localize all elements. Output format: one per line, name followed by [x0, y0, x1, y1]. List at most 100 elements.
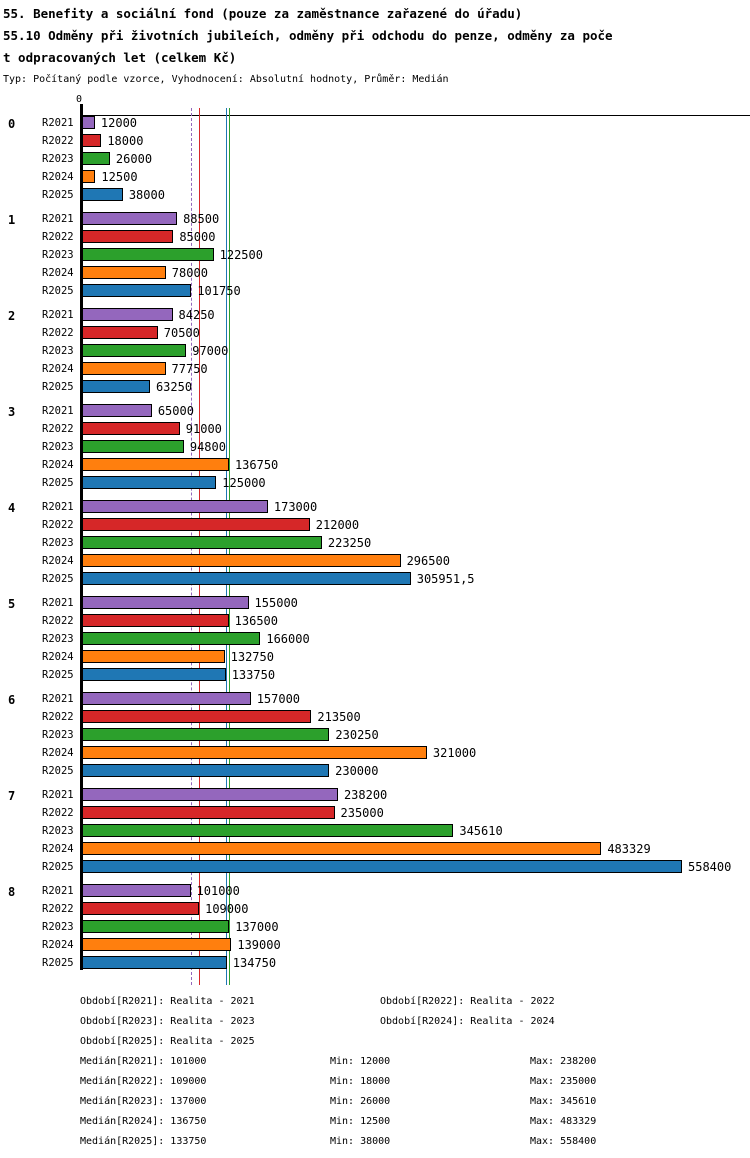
- series-label: R2022: [42, 327, 74, 339]
- series-label: R2022: [42, 807, 74, 819]
- bar-row: R2022 213500: [0, 710, 750, 728]
- bar-value-label: 12500: [101, 170, 138, 184]
- legend: Období[R2021]: Realita - 2021 Období[R20…: [80, 992, 680, 1052]
- series-label: R2023: [42, 441, 74, 453]
- bar-2-R2023: [82, 344, 187, 357]
- series-label: R2024: [42, 939, 74, 951]
- bar-value-label: 321000: [432, 746, 477, 760]
- bar-8-R2024: [82, 938, 232, 951]
- bar-value-label: 166000: [266, 632, 310, 646]
- bar-row: R2025 558400: [0, 860, 750, 878]
- stats-summary: Medián[R2021]: 101000 Min: 12000 Max: 23…: [80, 1052, 596, 1152]
- series-label: R2024: [42, 747, 74, 759]
- bar-row: R2025 63250: [0, 380, 750, 398]
- bar-row: R2025 133750: [0, 668, 750, 686]
- bar-row: R2023 223250: [0, 536, 750, 554]
- bar-8-R2021: [82, 884, 191, 897]
- bar-row: R2023 137000: [0, 920, 750, 938]
- bar-chart: 0 0 R2021 12000 R2022 18000 R2023 26000 R2024 12…: [0, 94, 750, 985]
- bar-value-label: 305951,5: [416, 572, 475, 586]
- series-label: R2021: [42, 693, 74, 705]
- bar-2-R2022: [82, 326, 158, 339]
- bar-value-label: 132750: [230, 650, 274, 664]
- bar-value-label: 134750: [232, 956, 277, 970]
- chart-title-line-3: t odpracovaných let (celkem Kč): [3, 50, 237, 65]
- bar-1-R2024: [82, 266, 166, 279]
- series-label: R2021: [42, 597, 74, 609]
- bar-value-label: 136500: [234, 614, 279, 628]
- series-label: R2025: [42, 477, 74, 489]
- bar-row: R2024 12500: [0, 170, 750, 188]
- stats-row-r2023: Medián[R2023]: 137000 Min: 26000 Max: 34…: [80, 1092, 596, 1112]
- bar-row: R2023 122500: [0, 248, 750, 266]
- series-label: R2021: [42, 501, 74, 513]
- bar-row: R2024 296500: [0, 554, 750, 572]
- bar-value-label: 238200: [343, 788, 388, 802]
- series-label: R2024: [42, 843, 74, 855]
- series-label: R2025: [42, 765, 74, 777]
- bar-row: R2024 132750: [0, 650, 750, 668]
- group-label-4: 4: [8, 501, 16, 515]
- median-value-r2021: Medián[R2021]: 101000: [80, 1056, 207, 1067]
- bar-group-8: 8 R2021 101000 R2022 109000 R2023 137000 R2024 1…: [0, 884, 750, 974]
- bar-row: R2025 38000: [0, 188, 750, 206]
- median-value-r2024: Medián[R2024]: 136750: [80, 1116, 207, 1127]
- bar-8-R2023: [82, 920, 230, 933]
- bar-value-label: 63250: [155, 380, 193, 394]
- legend-item-r2022: Období[R2022]: Realita - 2022: [380, 996, 555, 1007]
- bar-row: R2024 139000: [0, 938, 750, 956]
- bar-row: R2024 77750: [0, 362, 750, 380]
- bar-value-label: 70500: [163, 326, 200, 340]
- bar-2-R2021: [82, 308, 173, 321]
- bar-row: R2022 18000: [0, 134, 750, 152]
- bar-7-R2023: [82, 824, 454, 837]
- bar-row: R2022 85000: [0, 230, 750, 248]
- bar-6-R2021: [82, 692, 251, 705]
- bar-3-R2025: [82, 476, 217, 489]
- bar-row: R2021 12000: [0, 116, 750, 134]
- series-label: R2021: [42, 789, 74, 801]
- bar-6-R2024: [82, 746, 427, 759]
- bar-row: R2022 91000: [0, 422, 750, 440]
- series-label: R2023: [42, 345, 74, 357]
- median-value-r2022: Medián[R2022]: 109000: [80, 1076, 207, 1087]
- bar-row: R2021 88500: [0, 212, 750, 230]
- series-label: R2025: [42, 573, 74, 585]
- bar-2-R2024: [82, 362, 166, 375]
- bar-5-R2022: [82, 614, 229, 627]
- group-label-1: 1: [8, 213, 16, 227]
- series-label: R2022: [42, 615, 74, 627]
- bar-value-label: 12000: [100, 116, 138, 130]
- bar-value-label: 84250: [178, 308, 215, 322]
- plot-area: 0 R2021 12000 R2022 18000 R2023 26000 R2024 1250…: [0, 116, 750, 980]
- bar-value-label: 26000: [115, 152, 153, 166]
- bar-value-label: 18000: [107, 134, 144, 148]
- series-label: R2023: [42, 825, 74, 837]
- bar-row: R2023 26000: [0, 152, 750, 170]
- series-label: R2025: [42, 957, 74, 969]
- median-value-r2025: Medián[R2025]: 133750: [80, 1136, 207, 1147]
- bar-value-label: 78000: [171, 266, 208, 280]
- bar-value-label: 155000: [254, 596, 298, 610]
- series-label: R2022: [42, 903, 74, 915]
- group-label-0: 0: [8, 117, 16, 131]
- max-value-r2022: Max: 235000: [530, 1076, 597, 1087]
- bar-4-R2025: [82, 572, 411, 585]
- bar-value-label: 133750: [231, 668, 276, 682]
- series-label: R2022: [42, 135, 74, 147]
- legend-item-r2021: Období[R2021]: Realita - 2021: [80, 996, 255, 1007]
- bar-row: R2021 157000: [0, 692, 750, 710]
- series-label: R2021: [42, 309, 74, 321]
- bar-7-R2024: [82, 842, 602, 855]
- bar-row: R2023 345610: [0, 824, 750, 842]
- group-label-5: 5: [8, 597, 16, 611]
- bar-row: R2024 78000: [0, 266, 750, 284]
- bar-0-R2023: [82, 152, 110, 165]
- bar-value-label: 136750: [234, 458, 279, 472]
- bar-row: R2023 166000: [0, 632, 750, 650]
- bar-value-label: 345610: [459, 824, 503, 838]
- series-label: R2025: [42, 861, 74, 873]
- series-label: R2021: [42, 885, 74, 897]
- bar-row: R2023 94800: [0, 440, 750, 458]
- bar-value-label: 101000: [196, 884, 240, 898]
